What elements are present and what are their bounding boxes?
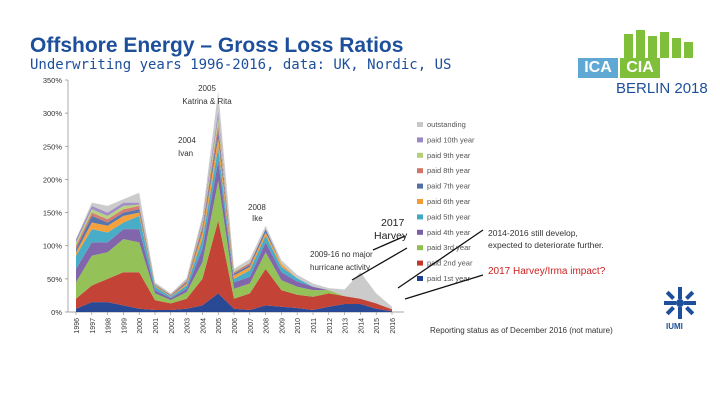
x-tick-label: 1998 xyxy=(106,318,113,334)
legend-swatch xyxy=(417,152,423,158)
chart-footnote: Reporting status as of December 2016 (no… xyxy=(430,326,613,335)
x-tick-label: 2001 xyxy=(153,318,160,334)
legend-label: outstanding xyxy=(427,120,466,129)
y-tick-label: 100% xyxy=(43,242,63,251)
legend-swatch xyxy=(417,276,423,281)
area-series-paid-10th-year xyxy=(76,111,392,310)
annotation-text: 2014-2016 still develop, xyxy=(488,228,578,238)
legend-swatch xyxy=(417,137,423,143)
annotation-text: expected to deteriorate further. xyxy=(488,240,604,250)
annotation-text: 2009-16 no major xyxy=(310,250,373,259)
annotation-arrow xyxy=(397,229,484,289)
area-series-paid-2nd-year xyxy=(76,220,392,312)
logo-ica: ICA xyxy=(578,58,618,78)
annotation-text: 2008 xyxy=(248,203,266,212)
area-series-paid-9th-year xyxy=(76,117,392,310)
legend-label: paid 10th year xyxy=(427,135,475,144)
x-tick-label: 1996 xyxy=(74,318,81,334)
annotation-arrow xyxy=(351,247,408,281)
x-tick-label: 2014 xyxy=(358,318,365,334)
y-tick-label: 0% xyxy=(51,308,62,317)
legend-swatch xyxy=(417,199,423,204)
y-tick-label: 200% xyxy=(43,175,63,184)
legend-label: paid 6th year xyxy=(427,197,471,206)
y-tick-label: 250% xyxy=(43,142,63,151)
x-tick-label: 1999 xyxy=(121,318,128,334)
legend-swatch xyxy=(417,183,423,189)
annotation-text: 2005 xyxy=(198,84,216,93)
annotation-text: Harvey xyxy=(374,230,408,242)
y-tick-label: 350% xyxy=(43,76,63,85)
x-tick-label: 2010 xyxy=(295,318,302,334)
y-tick-label: 50% xyxy=(47,275,62,284)
legend-label: paid 3rd year xyxy=(427,243,471,252)
page-title: Offshore Energy – Gross Loss Ratios xyxy=(30,34,404,57)
area-series-outstanding xyxy=(76,91,392,310)
x-tick-label: 2015 xyxy=(374,318,381,334)
x-tick-label: 2013 xyxy=(343,318,350,334)
x-tick-label: 2004 xyxy=(200,318,207,334)
legend-swatch xyxy=(417,122,423,127)
area-series-paid-5th-year xyxy=(76,147,392,310)
logo-cia: CIA xyxy=(620,58,660,78)
x-tick-label: 2011 xyxy=(311,318,318,333)
annotation-arrow xyxy=(404,274,484,300)
legend-label: paid 9th year xyxy=(427,151,471,160)
area-series-paid-3rd-year xyxy=(76,180,392,310)
page-subtitle: Underwriting years 1996-2016, data: UK, … xyxy=(30,57,452,73)
legend-label: paid 8th year xyxy=(427,166,471,175)
x-tick-label: 2003 xyxy=(185,318,192,334)
legend-swatch xyxy=(417,245,423,251)
area-series-paid-7th-year xyxy=(76,131,392,310)
x-tick-label: 2002 xyxy=(169,318,176,334)
legend-label: paid 1st year xyxy=(427,274,470,283)
annotation-text: 2017 xyxy=(381,217,405,229)
x-tick-label: 2008 xyxy=(264,318,271,334)
y-tick-label: 300% xyxy=(43,109,63,118)
x-tick-label: 2006 xyxy=(232,318,239,334)
legend-swatch xyxy=(417,260,423,266)
iumi-logo-icon xyxy=(664,287,696,319)
x-tick-label: 2007 xyxy=(248,318,255,334)
legend-label: paid 4th year xyxy=(427,228,471,237)
annotation-text: Ike xyxy=(252,214,263,223)
logo-city: BERLIN 2018 xyxy=(616,80,708,97)
ica-cia-logo: ICA CIA BERLIN 2018 xyxy=(578,28,708,98)
area-series-paid-8th-year xyxy=(76,124,392,310)
legend-swatch xyxy=(417,168,423,174)
legend-swatch xyxy=(417,214,423,220)
annotation-text: 2017 Harvey/Irma impact? xyxy=(488,266,606,277)
x-tick-label: 2009 xyxy=(279,318,286,334)
x-tick-label: 2012 xyxy=(327,318,334,334)
annotation-text: Ivan xyxy=(178,149,193,158)
legend-label: paid 5th year xyxy=(427,212,471,221)
area-series-paid-4th-year xyxy=(76,160,392,310)
x-tick-label: 2016 xyxy=(390,318,397,334)
building-icon xyxy=(624,30,693,58)
area-series-paid-1st-year xyxy=(76,293,392,312)
annotation-arrow xyxy=(372,235,406,251)
x-tick-label: 2005 xyxy=(216,318,223,334)
legend-label: paid 2nd year xyxy=(427,259,473,268)
legend-swatch xyxy=(417,229,423,235)
legend-label: paid 7th year xyxy=(427,182,471,191)
annotation-text: 2004 xyxy=(178,136,196,145)
x-tick-label: 1997 xyxy=(90,318,97,334)
x-tick-label: 2000 xyxy=(137,318,144,334)
iumi-label: IUMI xyxy=(666,322,683,331)
area-series-paid-6th-year xyxy=(76,137,392,310)
annotation-text: Katrina & Rita xyxy=(182,97,232,106)
y-tick-label: 150% xyxy=(43,209,63,218)
annotation-text: hurricane activity xyxy=(310,263,370,272)
